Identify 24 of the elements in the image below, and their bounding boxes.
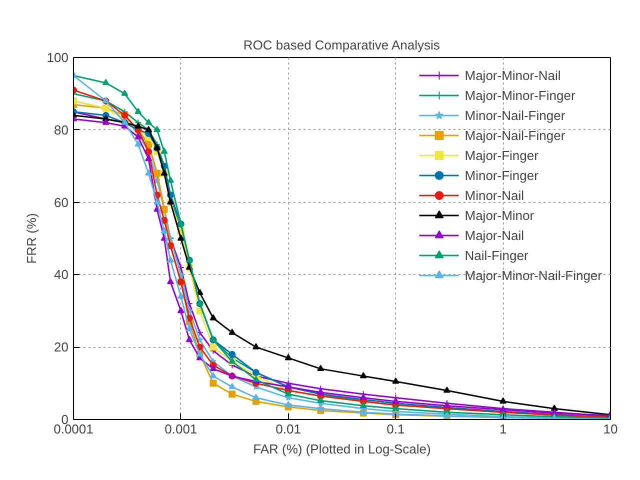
y-axis-title: FRR (%)	[24, 213, 39, 264]
legend-label: Major-Minor-Finger	[464, 88, 576, 102]
legend-label: Major-Finger	[464, 148, 538, 162]
legend-label: Major-Minor	[464, 208, 534, 222]
y-tick-label: 40	[54, 267, 69, 282]
y-tick-label: 20	[54, 340, 69, 355]
y-tick-label: 100	[46, 50, 69, 65]
legend-label: Major-Nail-Finger	[464, 128, 566, 142]
x-tick-label: 1	[499, 422, 507, 436]
x-tick-label: 10	[603, 422, 618, 436]
legend-label: Nail-Finger	[464, 248, 528, 262]
y-tick-label: 60	[54, 194, 69, 210]
x-tick-label: 0.001	[164, 422, 198, 436]
legend-label: Major-Minor-Nail	[464, 68, 561, 82]
y-tick-label: 80	[54, 122, 69, 138]
legend-label: Minor-Nail-Finger	[464, 108, 566, 122]
x-tick-label: 0.01	[276, 422, 301, 436]
x-axis-title: FAR (%) (Plotted in Log-Scale)	[253, 442, 431, 456]
legend-label: Major-Nail	[464, 228, 524, 242]
chart-title: ROC based Comparative Analysis	[243, 38, 440, 52]
legend-label: Minor-Nail	[464, 188, 524, 202]
legend-label: Major-Minor-Nail-Finger	[464, 268, 602, 282]
legend-label: Minor-Finger	[464, 168, 538, 182]
x-tick-label: 0.1	[386, 422, 405, 436]
